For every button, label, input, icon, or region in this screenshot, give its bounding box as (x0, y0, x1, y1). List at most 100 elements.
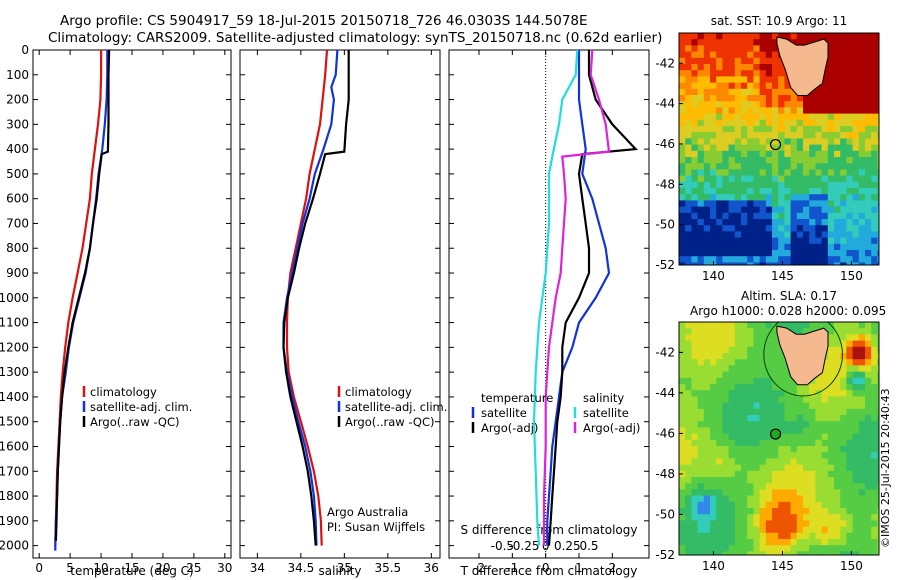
map-cell (728, 33, 736, 40)
map-cell (827, 458, 835, 465)
y-tick-label: 1400 (0, 390, 29, 404)
map-cell (697, 508, 705, 515)
map-cell (703, 82, 711, 90)
map-cell (722, 256, 729, 263)
map-cell (840, 526, 847, 534)
map-cell (846, 396, 853, 403)
map-cell (840, 551, 847, 555)
map-cell (747, 458, 754, 465)
map-cell (722, 377, 729, 385)
map-cell (703, 132, 711, 139)
map-cell (778, 421, 785, 428)
map-cell (747, 200, 754, 207)
map-cell (753, 322, 760, 329)
map-cell (846, 495, 853, 503)
map-cell (858, 539, 866, 546)
map-cell (679, 545, 686, 552)
map-cell (877, 545, 879, 552)
map-cell (734, 396, 742, 403)
map-cell (827, 520, 835, 527)
map-cell (871, 45, 878, 52)
map-cell (728, 340, 736, 348)
map-cell (827, 95, 835, 102)
y-tick-label: 0 (21, 43, 29, 57)
map-cell (691, 353, 698, 360)
map-cell (753, 439, 760, 447)
map-cell (871, 225, 878, 232)
map-cell (865, 514, 872, 521)
map-cell (765, 157, 773, 164)
map-cell (728, 427, 736, 434)
map-cell (846, 334, 853, 341)
map-cell (852, 237, 860, 245)
map-cell (778, 256, 785, 263)
map-cell (679, 250, 686, 257)
map-cell (747, 95, 754, 102)
map-cell (846, 206, 853, 214)
map-cell (759, 489, 767, 496)
map-cell (778, 70, 785, 77)
map-cell (728, 377, 736, 385)
map-cell (809, 551, 816, 555)
map-cell (765, 433, 773, 441)
map-cell (827, 421, 835, 428)
map-cell (840, 126, 847, 133)
map-cell (679, 57, 686, 65)
map-cell (834, 384, 841, 391)
map-cell (858, 464, 866, 472)
difference-panel: -2 -1 0 1 2-0.5-0.25 0 0.250.5S difference fro… (448, 49, 650, 578)
map-cell (703, 508, 711, 515)
map-cell (871, 477, 878, 484)
map-cell (722, 408, 729, 416)
map-cell (840, 206, 847, 214)
map-cell (728, 452, 736, 459)
map-cell (772, 452, 779, 459)
map-cell (827, 439, 835, 447)
map-cell (858, 126, 866, 133)
map-cell (741, 181, 748, 189)
map-cell (821, 322, 829, 329)
map-cell (710, 169, 717, 176)
map-cell (784, 95, 791, 102)
map-cell (852, 439, 860, 447)
argo-float-marker (769, 428, 782, 440)
map-cell (703, 138, 711, 145)
map-cell (685, 452, 692, 459)
map-cell (772, 359, 779, 366)
map-cell (834, 57, 841, 65)
map-cell (834, 396, 841, 403)
map-cell (747, 359, 754, 366)
map-cell (846, 126, 853, 133)
map-cell (840, 421, 847, 428)
map-cell (846, 225, 853, 232)
x-tick-label: 0 (542, 561, 550, 575)
map-cell (865, 57, 872, 65)
map-cell (703, 70, 711, 77)
map-cell (697, 340, 705, 348)
map-cell (784, 175, 791, 183)
map-cell (753, 328, 760, 335)
map-cell (834, 200, 841, 207)
map-cell (871, 470, 878, 478)
map-cell (796, 458, 804, 465)
map-cell (877, 188, 879, 195)
map-cell (685, 458, 692, 465)
map-cell (784, 138, 791, 145)
map-cell (840, 33, 847, 40)
map-cell (840, 188, 847, 195)
map-cell (722, 458, 729, 465)
legend-title: salinity (583, 391, 624, 405)
map-cell (703, 408, 711, 416)
map-cell (784, 371, 791, 379)
map-cell (852, 181, 860, 189)
x-tick-label: 1 (575, 561, 583, 575)
map-cell (809, 495, 816, 503)
map-cell (852, 520, 860, 527)
map-cell (679, 225, 686, 232)
map-cell (865, 539, 872, 546)
map-cell (685, 256, 692, 263)
x-axis-label: T difference from climatology (460, 564, 638, 578)
map-cell (852, 514, 860, 521)
map-cell (722, 64, 729, 71)
